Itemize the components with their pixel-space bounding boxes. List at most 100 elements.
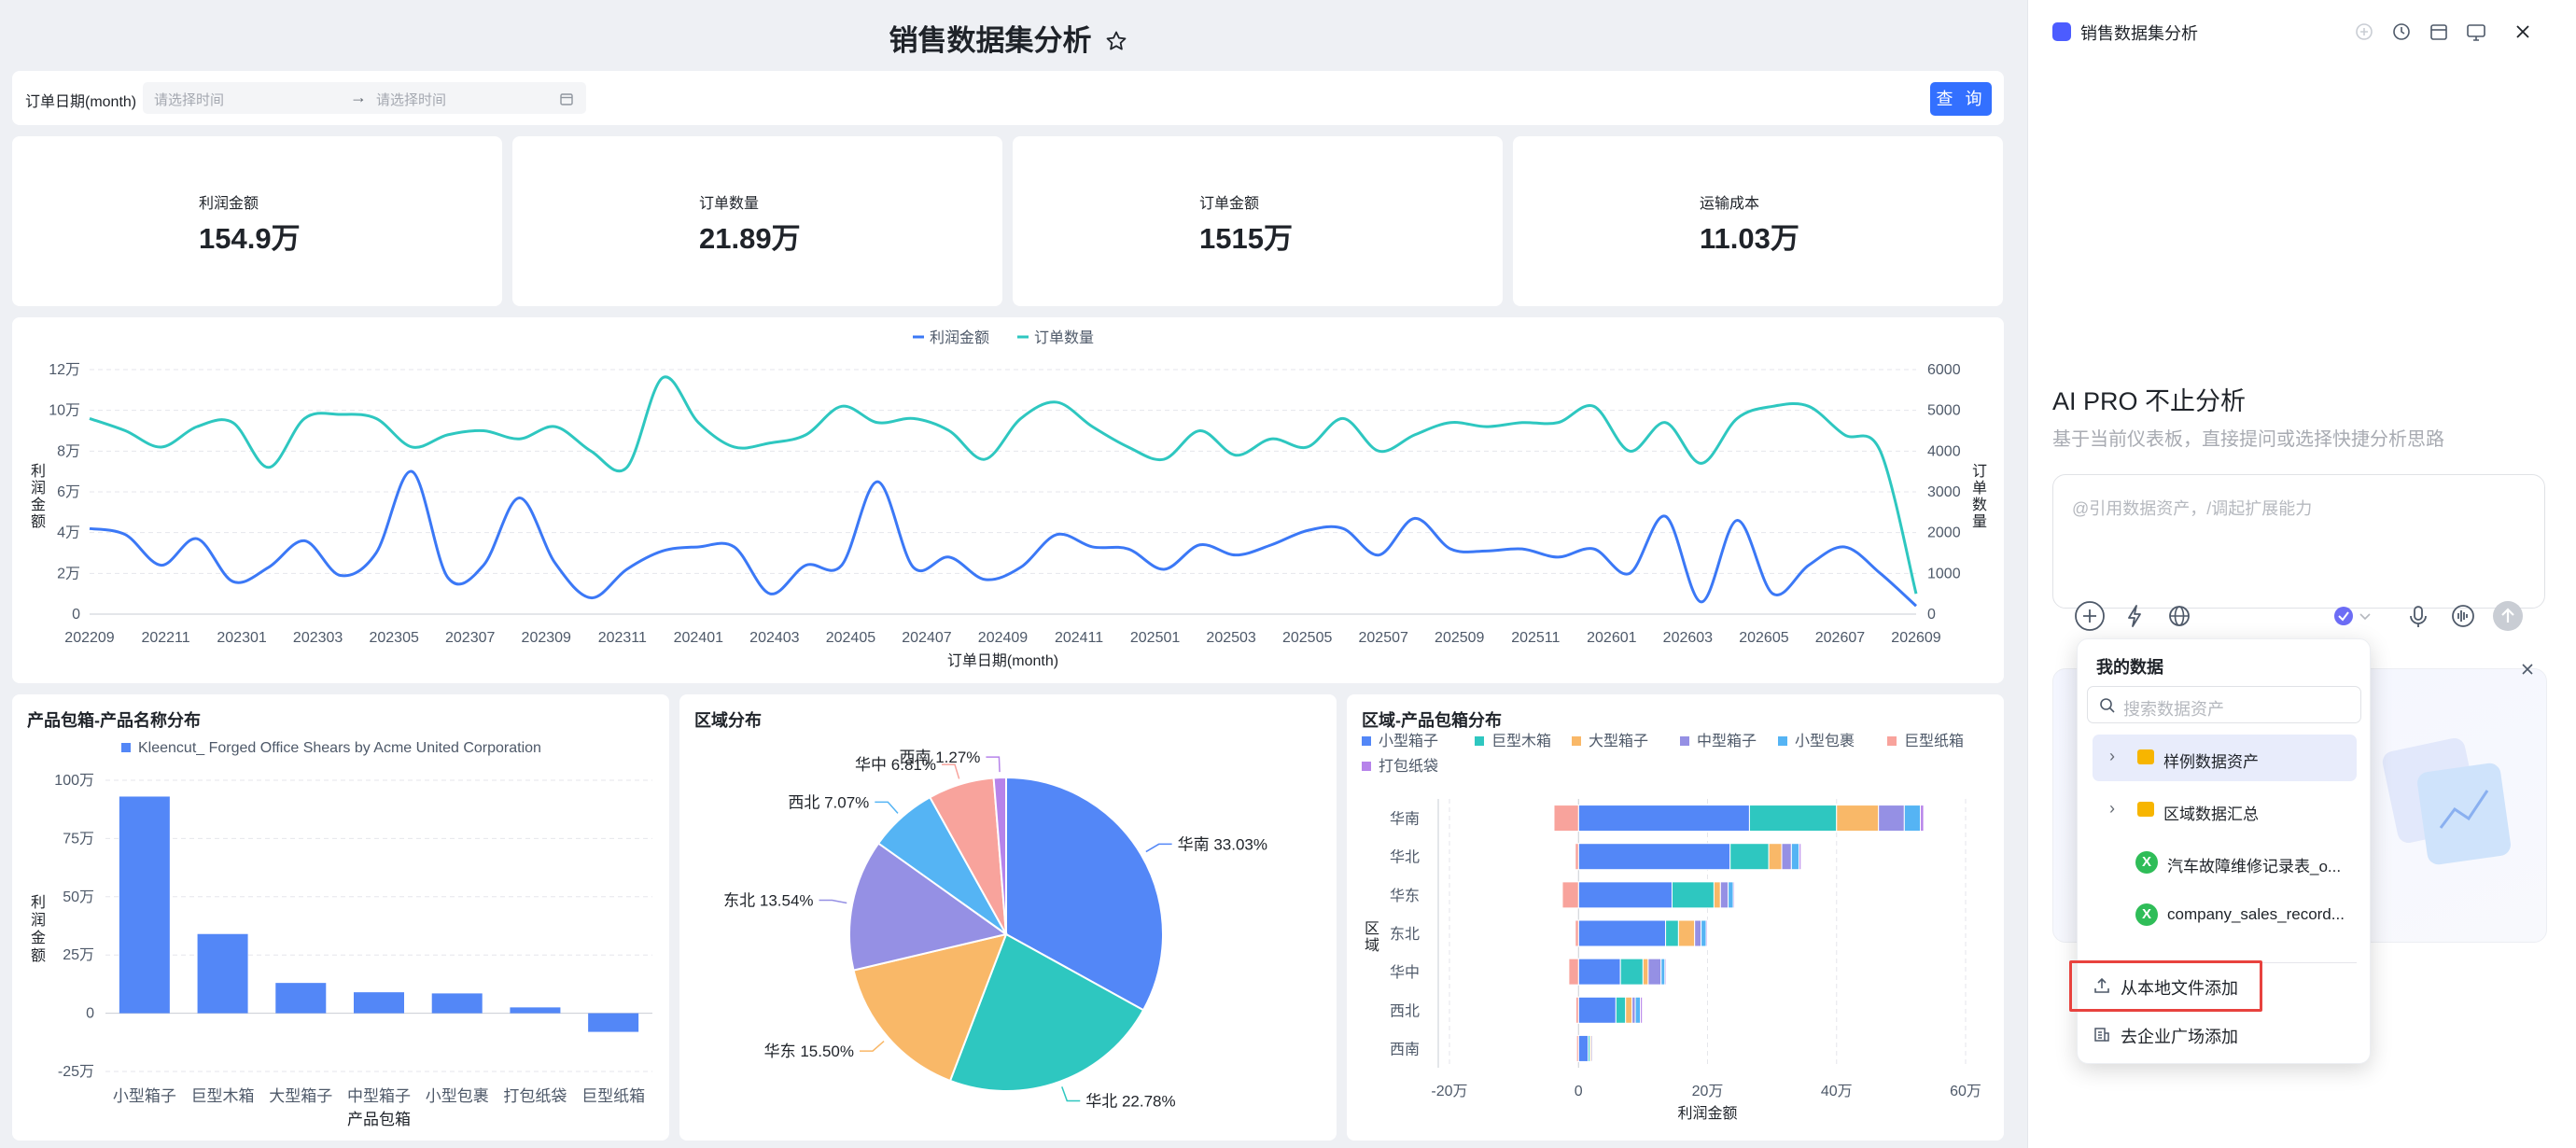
legend-marker <box>1572 736 1581 746</box>
promo-close-icon[interactable] <box>2516 658 2539 680</box>
x-tick-label: 202509 <box>1435 630 1484 646</box>
stacked-bar-segment <box>1903 805 1922 833</box>
send-button[interactable] <box>2491 599 2525 633</box>
legend-label: 大型箱子 <box>1589 733 1648 749</box>
stacked-bar-segment <box>1631 996 1636 1024</box>
stacked-bar-segment <box>1577 996 1617 1024</box>
chat-input[interactable]: @引用数据资产，/调起扩展能力 <box>2052 474 2545 609</box>
pie-label: 华中 6.81% <box>855 756 936 774</box>
x-tick-label: 打包纸袋 <box>503 1087 567 1105</box>
x-tick-label: 202409 <box>978 630 1028 646</box>
y2-axis-title-char: 数 <box>1972 497 1987 513</box>
close-icon[interactable] <box>2512 21 2534 43</box>
search-icon <box>2100 698 2115 713</box>
star-icon[interactable] <box>1105 30 1127 52</box>
x-tick-label: 202607 <box>1815 630 1865 646</box>
bar <box>197 933 248 1014</box>
kpi-value: 1515万 <box>1199 222 1293 255</box>
stacked-bar-segment <box>1592 1034 1595 1062</box>
pie-leader-line <box>941 763 960 779</box>
chevron-right-icon[interactable]: › <box>2109 747 2115 765</box>
stacked-bar-segment <box>1577 958 1621 986</box>
asset-item-region[interactable]: › 区域数据汇总 <box>2093 787 2357 833</box>
calendar-icon[interactable] <box>2428 21 2450 43</box>
asset-item-label: 汽车故障维修记录表_o... <box>2167 858 2342 875</box>
end-date-input[interactable]: 请选择时间 <box>376 92 447 108</box>
x-axis-title: 产品包箱 <box>347 1111 411 1128</box>
stacked-bar-segment <box>1575 919 1579 947</box>
stacked-bar-segment <box>1732 881 1736 909</box>
y-tick-label: 25万 <box>63 947 94 963</box>
y-axis-title-char: 额 <box>31 947 46 964</box>
stacked-bar-segment <box>1713 881 1721 909</box>
pie-chart: 华南 33.03% 华北 22.78% 华东 15.50% 东北 13.54% 西北 7… <box>723 749 1267 1110</box>
pie-slice <box>992 776 1007 935</box>
stacked-bar-segment <box>1728 881 1734 909</box>
y2-axis-title-char: 订 <box>1972 463 1987 480</box>
x-tick-label: 202303 <box>293 630 343 646</box>
legend-marker <box>121 743 131 752</box>
y-tick-label: 0 <box>72 607 80 623</box>
add-local-file-button[interactable]: 从本地文件添加 <box>2078 962 2372 1009</box>
x-tick-label: 202603 <box>1663 630 1713 646</box>
stacked-bar-segment <box>1615 996 1627 1024</box>
pie-label: 华南 33.03% <box>1178 835 1267 853</box>
kpi-label: 利润金额 <box>199 196 259 212</box>
y-tick-label: 华东 <box>1390 888 1420 904</box>
plus-icon[interactable] <box>2073 599 2107 633</box>
x-tick-label: -20万 <box>1431 1084 1467 1099</box>
legend-label: 订单数量 <box>1034 329 1094 346</box>
asset-item-sample[interactable]: › 样例数据资产 <box>2093 735 2357 781</box>
x-axis-title: 利润金额 <box>1677 1105 1737 1122</box>
stacked-bar-segment <box>1799 843 1802 871</box>
calendar-icon[interactable] <box>559 91 574 106</box>
y2-axis-title-char: 量 <box>1972 514 1987 530</box>
stacked-bar-segment <box>1575 843 1579 871</box>
chevron-right-icon[interactable]: › <box>2109 799 2115 818</box>
new-chat-icon[interactable] <box>2353 21 2375 43</box>
x-tick-label: 40万 <box>1821 1084 1853 1099</box>
dashboard: 销售数据集分析 订单日期(month) 请选择时间 → 请选择时间 查 询 利润… <box>12 23 2004 1141</box>
x-tick-label: 202403 <box>749 630 799 646</box>
pie-chart-card: 区域分布 华南 33.03% 华北 22.78% 华东 15.50% 东北 13.54… <box>679 694 1337 1141</box>
data-asset-dropdown: 我的数据 搜索数据资产 › 样例数据资产 › 区域数据汇总 X 汽车故障维修记录… <box>2077 638 2371 1064</box>
stacked-bar-segment <box>1701 919 1707 947</box>
x-tick-label: 中型箱子 <box>347 1087 411 1105</box>
x-tick-label: 202211 <box>141 630 189 646</box>
model-select-icon[interactable] <box>2331 599 2377 633</box>
legend-marker <box>1778 736 1787 746</box>
ai-subline: 基于当前仪表板，直接提问或选择快捷分析思路 <box>2052 429 2444 450</box>
filter-label: 订单日期(month) <box>25 94 137 110</box>
voice-wave-icon[interactable] <box>2446 599 2480 633</box>
legend-marker <box>1362 762 1371 771</box>
stacked-bar-segment <box>1575 996 1579 1024</box>
stacked-bar-segment <box>1634 996 1642 1024</box>
bar-chart-card: 产品包箱-产品名称分布 -25万 0 25万 50万 75万 100万 小型箱子 巨型木箱 大型… <box>12 694 669 1141</box>
pie-leader-line <box>860 1041 885 1052</box>
stacked-bar-segment <box>1768 843 1783 871</box>
date-range-picker[interactable]: 请选择时间 → 请选择时间 <box>143 82 586 114</box>
panel-title: 销售数据集分析 <box>2080 24 2198 43</box>
lightning-icon[interactable] <box>2118 599 2151 633</box>
promo-illustration <box>2382 737 2511 865</box>
stacked-bar-segment <box>1568 958 1579 986</box>
query-button[interactable]: 查 询 <box>1930 82 1992 116</box>
start-date-input[interactable]: 请选择时间 <box>154 92 225 108</box>
globe-icon[interactable] <box>2163 599 2196 633</box>
stacked-bar-segment <box>1577 843 1731 871</box>
y2-tick-label: 3000 <box>1927 484 1961 500</box>
asset-search-input[interactable]: 搜索数据资产 <box>2087 686 2361 723</box>
highlight-box <box>2069 960 2262 1012</box>
screen-icon[interactable] <box>2465 21 2487 43</box>
asset-item-company-sales[interactable]: X company_sales_record... <box>2093 891 2357 938</box>
excel-icon: X <box>2135 903 2158 926</box>
history-icon[interactable] <box>2390 21 2413 43</box>
enterprise-square-button[interactable]: 去企业广场添加 <box>2078 1011 2372 1057</box>
legend-marker <box>1887 736 1897 746</box>
asset-item-car-repair[interactable]: X 汽车故障维修记录表_o... <box>2093 839 2357 886</box>
microphone-icon[interactable] <box>2401 599 2435 633</box>
legend-label: 巨型纸箱 <box>1904 733 1964 749</box>
x-tick-label: 小型箱子 <box>113 1087 176 1105</box>
pie-label: 西北 7.07% <box>788 793 869 811</box>
series-line-profit <box>89 469 1918 608</box>
